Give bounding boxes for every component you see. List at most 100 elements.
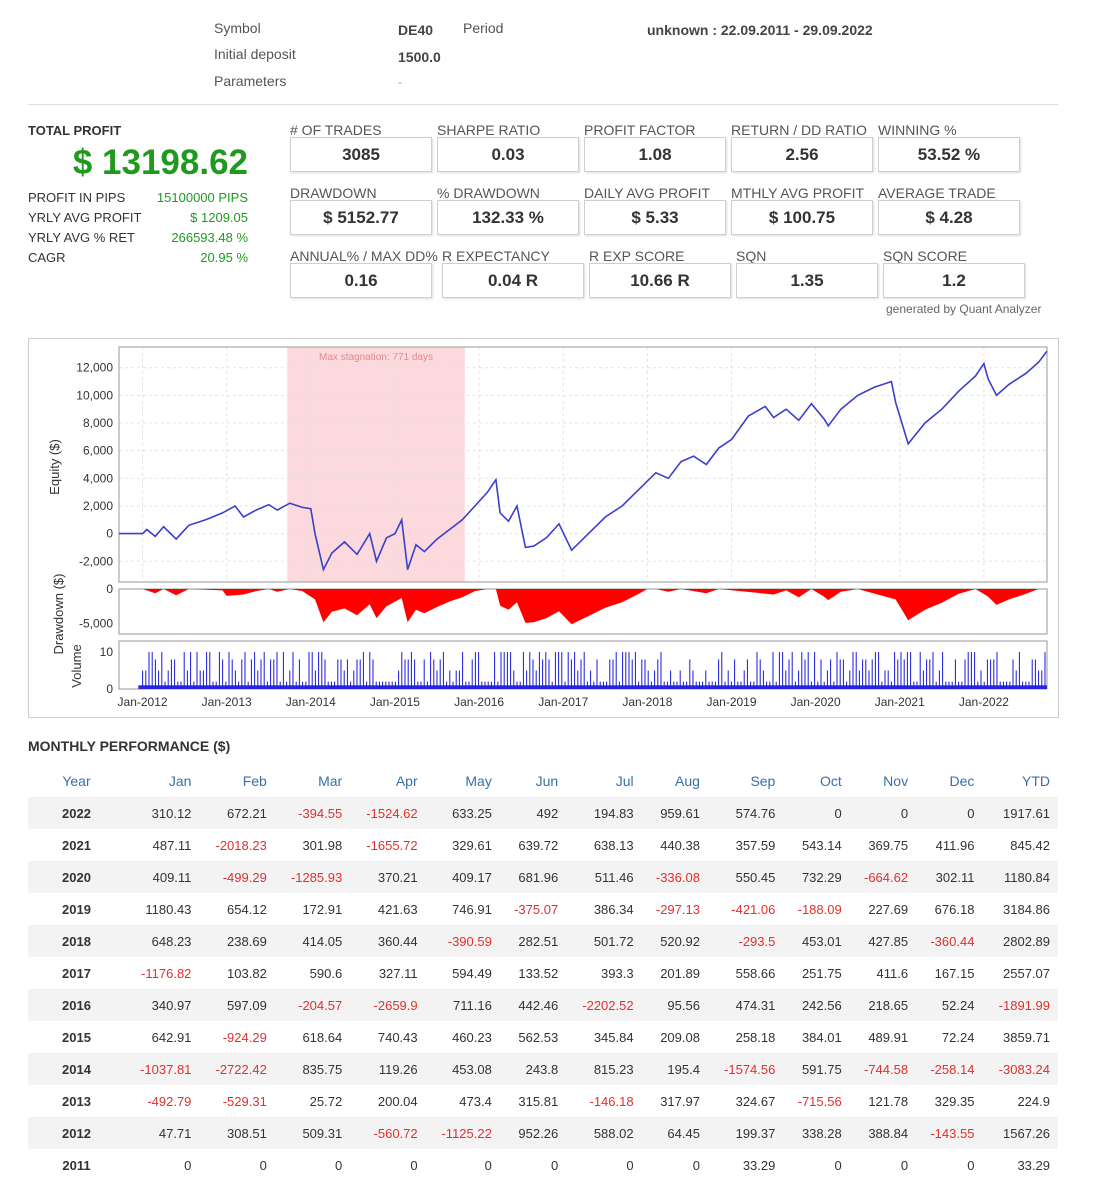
table-cell: 590.6 bbox=[309, 965, 343, 981]
table-row: 2020 409.11 -499.29 -1285.93 370.21 409.17 681… bbox=[28, 861, 1058, 893]
table-cell: 33.29 bbox=[742, 1157, 776, 1173]
column-header: Year bbox=[62, 773, 91, 789]
table-row: 2014 -1037.81 -2722.42 835.75 119.26 453.08 24… bbox=[28, 1053, 1058, 1085]
table-cell: 167.15 bbox=[934, 965, 975, 981]
table-cell: 370.21 bbox=[350, 861, 426, 893]
table-cell: 310.12 bbox=[124, 797, 200, 829]
stat-box-trades: 3085 bbox=[290, 137, 432, 172]
table-body: 2022 310.12 672.21 -394.55 -1524.62 633.25 492… bbox=[28, 797, 1058, 1181]
column-header: Jul bbox=[615, 773, 634, 789]
drawdown-y-tick-label: -5,000 bbox=[79, 617, 113, 631]
equity-panel-frame bbox=[118, 346, 1048, 583]
symbol-label: Symbol bbox=[214, 20, 261, 36]
table-cell: 0 bbox=[626, 1157, 634, 1173]
table-cell: 369.75 bbox=[868, 837, 909, 853]
stagnation-label: Max stagnation: 771 days bbox=[319, 352, 433, 363]
table-cell: 243.8 bbox=[499, 1053, 567, 1085]
table-cell: 543.14 bbox=[801, 837, 842, 853]
table-cell: 0 bbox=[334, 1157, 343, 1173]
table-row: 2011 0 0 0 0 0 0 0 0 33.29 0 0 0 33.29 bbox=[28, 1149, 1058, 1181]
table-cell: 1180.43 bbox=[145, 901, 192, 917]
table-cell: 388.84 bbox=[849, 1117, 917, 1149]
table-cell: 681.96 bbox=[499, 861, 567, 893]
row-year: 2015 bbox=[62, 1029, 91, 1045]
table-cell: 511.46 bbox=[566, 861, 642, 893]
table-cell: -390.59 bbox=[425, 925, 500, 957]
table-cell: 558.66 bbox=[735, 965, 776, 981]
stat-box-winning: 53.52 % bbox=[878, 137, 1020, 172]
table-cell: 95.56 bbox=[641, 989, 708, 1021]
table-cell: -297.13 bbox=[655, 901, 700, 917]
table-cell: 52.24 bbox=[916, 989, 983, 1021]
stat-box-profit-factor: 1.08 bbox=[584, 137, 726, 172]
table-cell: 460.23 bbox=[452, 1029, 492, 1045]
table-cell: 2802.89 bbox=[982, 925, 1058, 957]
table-cell: 639.72 bbox=[518, 837, 559, 853]
volume-bars bbox=[138, 652, 1048, 689]
table-cell: 0 bbox=[834, 1157, 842, 1173]
stat-label-sharpe: SHARPE RATIO bbox=[437, 122, 541, 138]
table-cell: -1574.56 bbox=[707, 1053, 784, 1085]
table-cell: 409.17 bbox=[425, 861, 500, 893]
column-header: Aug bbox=[675, 773, 700, 789]
period-label: Period bbox=[463, 20, 504, 36]
generated-by-note: generated by Quant Analyzer bbox=[886, 302, 1042, 316]
equity-y-tick-label: 8,000 bbox=[83, 416, 113, 430]
table-cell: 200.04 bbox=[377, 1093, 418, 1109]
column-header: May bbox=[465, 773, 492, 789]
row-year: 2019 bbox=[62, 901, 91, 917]
table-cell: 0 bbox=[900, 1157, 909, 1173]
table-cell: 453.01 bbox=[783, 925, 850, 957]
yrly-avg-ret-value: 266593.48 % bbox=[171, 230, 248, 245]
table-cell: -146.18 bbox=[589, 1093, 634, 1109]
table-row: 2012 47.71 308.51 509.31 -560.72 -1125.22 952.… bbox=[28, 1117, 1058, 1149]
table-cell: 411.6 bbox=[876, 965, 909, 981]
table-cell: -394.55 bbox=[274, 797, 351, 829]
row-year: 2016 bbox=[28, 989, 124, 1021]
row-year: 2020 bbox=[28, 861, 124, 893]
table-cell: 453.08 bbox=[425, 1053, 500, 1085]
row-year: 2013 bbox=[62, 1093, 91, 1109]
table-cell: 0 bbox=[184, 1157, 192, 1173]
table-cell: 133.52 bbox=[518, 965, 559, 981]
total-profit-title: TOTAL PROFIT bbox=[28, 123, 122, 138]
table-cell: 1917.61 bbox=[982, 797, 1058, 829]
table-cell: 227.69 bbox=[868, 901, 909, 917]
stat-box-sqn: 1.35 bbox=[736, 263, 878, 298]
table-cell: 0 bbox=[916, 797, 983, 829]
stat-label-annual-maxdd: ANNUAL% / MAX DD% bbox=[290, 248, 438, 264]
table-cell: 329.61 bbox=[452, 837, 492, 853]
row-year: 2011 bbox=[62, 1157, 91, 1173]
column-header: Sep bbox=[750, 773, 776, 789]
x-tick-label: Jan-2016 bbox=[454, 695, 504, 709]
yrly-avg-ret-key: YRLY AVG % RET bbox=[28, 230, 135, 245]
table-cell: 0 bbox=[849, 797, 917, 829]
table-cell: 121.78 bbox=[868, 1093, 909, 1109]
table-cell: 340.97 bbox=[124, 989, 200, 1021]
table-cell: 642.91 bbox=[151, 1029, 192, 1045]
stat-label-sqn: SQN bbox=[736, 248, 767, 264]
equity-y-tick-label: 6,000 bbox=[83, 444, 113, 458]
column-header: Jun bbox=[535, 773, 559, 789]
stat-box-avg-trade: $ 4.28 bbox=[878, 200, 1020, 235]
equity-chart-frame: Max stagnation: 771 days 12,000 10,000 8,0… bbox=[28, 338, 1059, 718]
table-cell: 25.72 bbox=[309, 1093, 343, 1109]
equity-y-tick-label: 12,000 bbox=[76, 361, 113, 375]
table-cell: 3859.71 bbox=[1003, 1029, 1050, 1045]
table-cell: 740.43 bbox=[377, 1029, 418, 1045]
table-row: 2022 310.12 672.21 -394.55 -1524.62 633.25 492… bbox=[28, 797, 1058, 829]
column-header: Jan bbox=[168, 773, 192, 789]
row-year: 2014 bbox=[28, 1053, 124, 1085]
table-cell: 654.12 bbox=[227, 901, 267, 917]
table-cell: 835.75 bbox=[274, 1053, 351, 1085]
table-row: 2019 1180.43 654.12 172.91 421.63 746.91 -375.… bbox=[28, 893, 1058, 925]
table-cell: -744.58 bbox=[849, 1053, 917, 1085]
table-cell: 591.75 bbox=[783, 1053, 850, 1085]
table-row: 2017 -1176.82 103.82 590.6 327.11 594.49 133.5… bbox=[28, 957, 1058, 989]
table-cell: 588.02 bbox=[566, 1117, 642, 1149]
table-cell: -188.09 bbox=[797, 901, 842, 917]
table-cell: -1176.82 bbox=[141, 965, 192, 981]
stat-box-return-dd: 2.56 bbox=[731, 137, 873, 172]
table-cell: 324.67 bbox=[735, 1093, 776, 1109]
table-cell: 2557.07 bbox=[1003, 965, 1050, 981]
